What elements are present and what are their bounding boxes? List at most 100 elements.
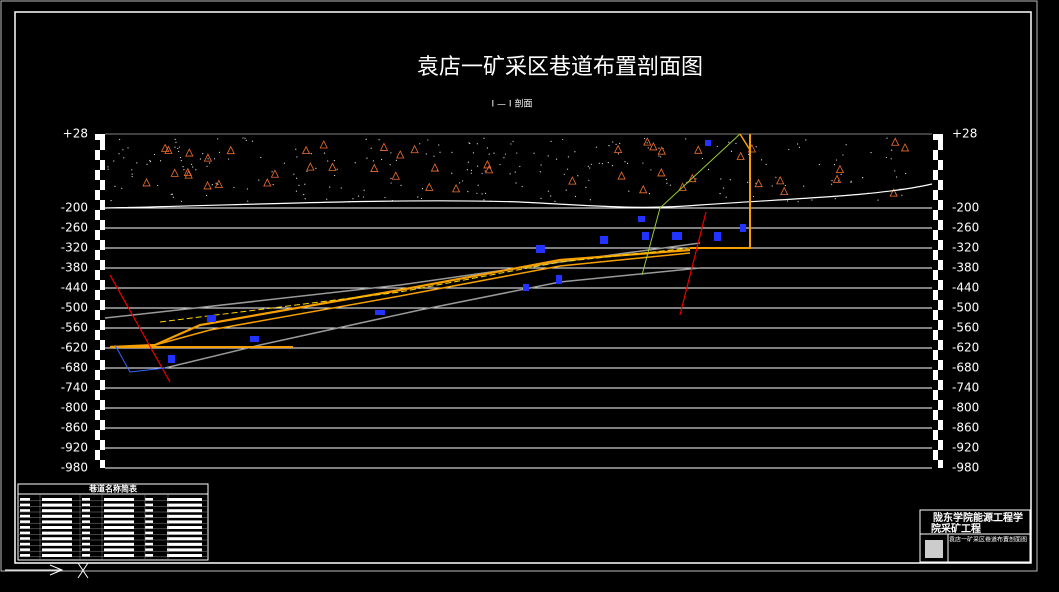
rock-triangle [900,143,910,152]
rock-dot [798,146,801,148]
rock-dot [149,161,152,163]
rock-triangle [391,171,400,180]
rock-dot [119,138,121,141]
scale-bar-cell [100,370,105,380]
marker [740,224,746,232]
scale-bar-cell [933,360,938,370]
marker [600,236,608,244]
rock-dot [378,139,380,141]
rock-dot [296,156,298,158]
rock-triangle [164,145,173,154]
table-frame [17,483,209,561]
table-cell [104,554,134,557]
rock-dot [648,193,651,195]
rock-triangle [889,188,898,197]
rock-dot [180,159,182,162]
road-table: 巷道名称简表 [17,483,209,561]
rock-dot [199,158,202,160]
rock-dot [716,145,718,148]
rock-dot [149,159,151,162]
rock-dot [131,169,133,171]
table-cell [104,526,134,529]
rock-triangle [203,181,212,190]
rock-dot [540,197,542,199]
scale-bar-cell [95,320,100,330]
stamp [925,540,943,558]
table-cell [42,498,72,501]
rock-dot [323,152,326,154]
rock-dot [146,163,148,165]
rock-dot [521,185,523,188]
table-cell [20,503,30,507]
rock-dot [484,192,487,195]
title-block-text: 院采矿工程 [931,522,981,535]
rock-dot [695,178,697,180]
scale-bar-cell [95,380,100,390]
rock-dot [685,138,687,140]
scale-bar-cell [933,220,938,230]
rock-dot [420,197,423,200]
table-cell [145,542,153,546]
table-cell [104,514,134,518]
table-cell [82,514,90,518]
inner-frame [14,11,1032,564]
rock-dot [797,201,799,203]
rock-dot [215,182,217,184]
table-cell [104,537,134,541]
marker [250,336,259,342]
rock-dot [384,196,386,199]
rock-dot [400,184,402,186]
table-cell [145,537,153,540]
rock-dot [174,138,176,140]
rock-triangle [617,171,626,180]
scale-bar-cell [100,330,105,340]
table-cell [20,498,30,501]
title-block-text: 袁店一矿采区巷道布置剖面图 [949,536,1027,544]
rock-triangle [891,137,900,146]
rock-dot [755,146,757,148]
rock-dot [327,160,329,162]
rock-dot [370,147,372,149]
rock-triangle [396,150,405,159]
rock-dot [481,172,483,175]
table-cell [20,514,30,518]
rock-dot [175,141,177,143]
scale-bar-cell [933,280,938,290]
rock-dot [470,172,472,174]
table-cell [20,537,30,540]
table-cell [42,531,72,535]
scale-bar-cell [100,350,105,360]
rock-dot [486,147,489,149]
rock-dot [566,168,569,170]
rock-dot [352,198,354,200]
rock-dot [805,139,807,141]
seam-line [109,248,691,349]
table-cell [82,531,90,535]
rock-dot [334,174,336,177]
table-cell [82,509,90,512]
table-cell [42,526,72,529]
rock-dot [372,160,374,162]
scale-bar-cell [95,260,100,270]
scale-bar-cell [100,410,105,420]
rock-triangle [170,168,179,177]
scale-bar-cell [938,370,943,380]
table-cell [145,554,153,557]
scale-bar-cell [95,180,100,190]
rock-dot [577,175,579,177]
scale-bar-cell [938,310,943,320]
rock-triangle [425,182,434,191]
rock-dot [894,170,896,172]
rock-dot [481,193,483,195]
rock-dot [747,181,749,183]
elevation-label: -620 [61,341,88,355]
scale-bar-cell [933,240,938,250]
table-title: 巷道名称简表 [88,484,138,494]
rock-triangle [184,170,193,179]
elevation-label: -200 [952,201,979,215]
title-block: 陇东学院能源工程学 院采矿工程 袁店一矿采区巷道布置剖面图 [919,509,1031,563]
rock-dot [644,137,646,140]
rock-dot [760,159,763,161]
rock-dot [519,165,521,168]
elevation-label: -260 [952,221,979,235]
